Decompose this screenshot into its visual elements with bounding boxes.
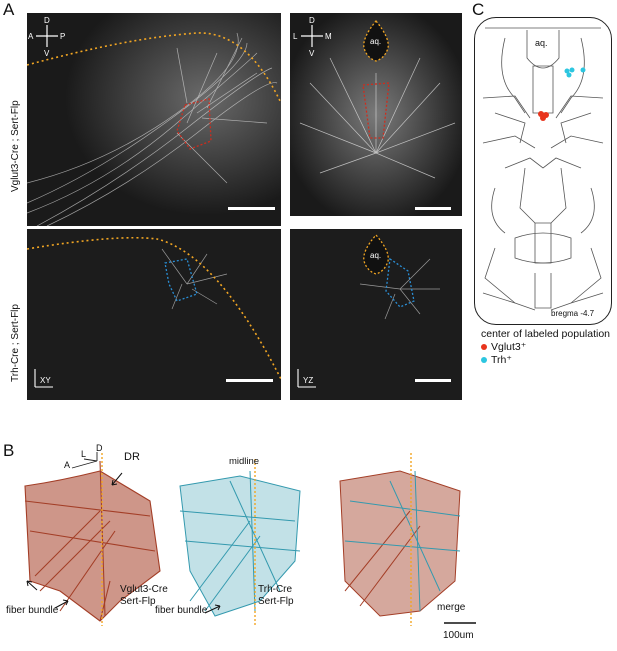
compass-coronal: D V L M — [293, 16, 332, 58]
vglut3-centers — [538, 111, 549, 121]
compass-v: V — [44, 49, 50, 58]
legend-title: center of labeled population — [481, 328, 611, 340]
legend-label: Trh⁺ — [491, 354, 512, 366]
merge-label: merge — [437, 602, 466, 613]
compass-d: D — [309, 16, 315, 25]
bregma-label: bregma -4.7 — [551, 309, 595, 318]
panel-letter-c: C — [472, 0, 485, 19]
scale-bar — [226, 379, 273, 382]
trh-caption-line2: Sert-Flp — [258, 596, 294, 607]
dr-label: DR — [124, 451, 140, 463]
trh-centers — [564, 67, 586, 78]
legend-item-vglut3: Vglut3⁺ — [481, 341, 526, 353]
compass-p: P — [60, 32, 65, 41]
axes-icon — [71, 452, 98, 469]
dr-outline-red — [176, 98, 212, 150]
axis-d-label: D — [96, 443, 103, 453]
legend-dot-cyan — [481, 357, 487, 363]
dr-outline-red — [362, 82, 390, 139]
micrograph-trh-coronal: aq. YZ — [290, 229, 462, 400]
scale-label: 100um — [443, 630, 474, 641]
compass-sagittal: D V A P — [28, 16, 65, 58]
arrow-icons — [26, 472, 221, 614]
axis-xy-label: XY — [40, 376, 51, 385]
aq-label: aq. — [370, 251, 381, 260]
compass-a: A — [28, 32, 34, 41]
micrograph-vglut3-sagittal: D V A P — [27, 13, 281, 226]
aqueduct-outline — [363, 234, 389, 275]
merge-fiber-rendering — [339, 470, 461, 617]
legend-dot-red — [481, 344, 487, 350]
axis-l-label: L — [81, 449, 87, 459]
aqueduct-outline — [363, 19, 389, 62]
axis-xy-icon: XY — [34, 369, 53, 388]
boundary-orange — [27, 32, 281, 104]
atlas-aq-label: aq. — [535, 38, 548, 48]
fiber-bundle-label-1: fiber bundle — [6, 605, 59, 616]
legend-label: Vglut3⁺ — [491, 341, 527, 353]
compass-v: V — [309, 49, 315, 58]
trh-outline-blue — [164, 258, 198, 302]
row-label-vglut3: Vglut3-Cre ; Sert-Flp — [10, 100, 21, 192]
panel-letter-b: B — [3, 441, 15, 460]
trh-fiber-rendering — [179, 470, 301, 617]
midline-label: midline — [229, 456, 260, 467]
panel-letter-a: A — [3, 0, 15, 19]
micrograph-trh-sagittal: XY — [27, 229, 281, 400]
compass-l: L — [293, 32, 298, 41]
boundary-orange — [27, 236, 281, 380]
row-label-trh: Trh-Cre ; Sert-Flp — [10, 304, 21, 382]
axis-a-label: A — [64, 460, 71, 470]
atlas-section: aq. bregma -4.7 — [474, 17, 612, 325]
scale-bar — [415, 207, 451, 210]
vglut3-caption: Vglut3-Cre Sert-Flp — [120, 584, 168, 608]
scale-bar — [228, 207, 275, 210]
vglut3-caption-line1: Vglut3-Cre — [120, 584, 168, 595]
micrograph-vglut3-coronal: aq. D V L M — [290, 13, 462, 216]
compass-d: D — [44, 16, 50, 25]
compass-m: M — [325, 32, 332, 41]
fiber-bundle-label-2: fiber bundle — [155, 605, 208, 616]
scale-bar — [415, 379, 451, 382]
vglut3-fiber-rendering — [24, 460, 161, 622]
axis-yz-label: YZ — [303, 376, 313, 385]
panel-b-renderings — [24, 452, 476, 626]
vglut3-caption-line2: Sert-Flp — [120, 596, 156, 607]
aq-label: aq. — [370, 37, 381, 46]
trh-caption: Trh-Cre Sert-Flp — [258, 584, 294, 608]
legend-item-trh: Trh⁺ — [481, 354, 512, 366]
axis-yz-icon: YZ — [297, 369, 316, 388]
trh-caption-line1: Trh-Cre — [258, 584, 293, 595]
